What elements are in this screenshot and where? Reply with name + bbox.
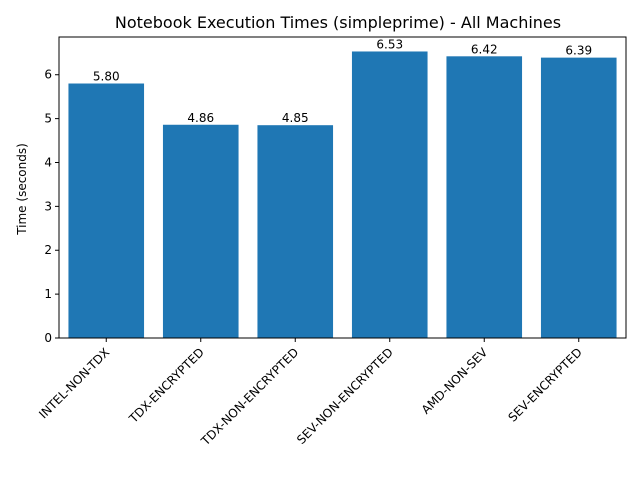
bar-value-label: 5.80 bbox=[93, 70, 120, 84]
bar-value-label: 4.86 bbox=[187, 111, 214, 125]
x-axis-ticks: INTEL-NON-TDX TDX-ENCRYPTEDTDX-NON-ENCRYP… bbox=[36, 338, 585, 449]
bar-value-label: 6.39 bbox=[565, 44, 592, 58]
x-tick-label: SEV-ENCRYPTED bbox=[505, 345, 584, 424]
bar-value-label: 6.53 bbox=[376, 37, 403, 51]
bar bbox=[351, 51, 428, 339]
bar bbox=[162, 124, 239, 339]
y-tick-label: 0 bbox=[44, 331, 52, 345]
y-tick-label: 4 bbox=[44, 155, 52, 169]
y-tick-label: 2 bbox=[44, 243, 52, 257]
x-tick-label: AMD-NON-SEV bbox=[419, 345, 491, 417]
bar bbox=[446, 56, 523, 338]
axes-frame bbox=[58, 36, 627, 339]
y-tick-label: 1 bbox=[44, 287, 52, 301]
bars-group bbox=[68, 51, 617, 339]
bar bbox=[540, 57, 617, 339]
x-tick-label: TDX-ENCRYPTED bbox=[126, 345, 207, 426]
bar bbox=[68, 83, 145, 339]
x-tick-label: TDX-NON-ENCRYPTED bbox=[198, 345, 302, 449]
y-tick-label: 6 bbox=[44, 68, 52, 82]
bar bbox=[257, 125, 334, 338]
y-axis-ticks: 0 1 2 3 4 5 6 bbox=[44, 68, 59, 345]
y-tick-label: 5 bbox=[44, 112, 52, 126]
bar-value-label: 6.42 bbox=[471, 42, 498, 56]
chart-title: Notebook Execution Times (simpleprime) -… bbox=[115, 13, 561, 32]
x-tick-label: INTEL-NON-TDX bbox=[36, 345, 112, 421]
x-tick-label: SEV-NON-ENCRYPTED bbox=[294, 345, 396, 447]
data-labels-group: 5.80 4.86 4.85 6.53 6.42 6.39 bbox=[93, 37, 592, 125]
y-axis-label: Time (seconds) bbox=[15, 143, 29, 236]
bar-value-label: 4.85 bbox=[282, 111, 309, 125]
y-tick-label: 3 bbox=[44, 199, 52, 213]
plot-frame bbox=[58, 36, 627, 339]
